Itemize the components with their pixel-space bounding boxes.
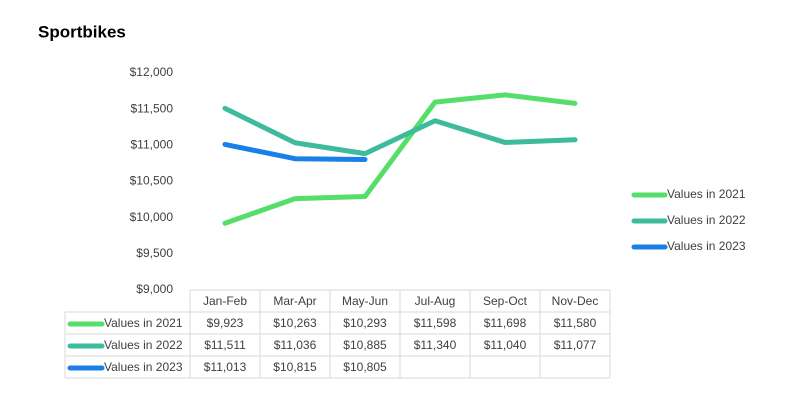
table-cell: $9,923 (207, 316, 244, 330)
table-cell: $11,580 (554, 316, 597, 330)
y-tick-label: $12,000 (130, 65, 174, 79)
y-tick-label: $10,500 (130, 174, 174, 188)
x-tick-label: Jan-Feb (203, 294, 247, 308)
table-cell: $11,077 (554, 338, 597, 352)
table-cell: $10,815 (273, 360, 317, 374)
series-line (222, 105, 578, 157)
series-line (222, 92, 578, 226)
y-tick-label: $9,000 (136, 282, 173, 296)
table-cell: $11,036 (274, 338, 317, 352)
table-cell: $11,013 (204, 360, 247, 374)
table-cell: $10,885 (343, 338, 387, 352)
table-cell: $11,511 (204, 338, 246, 352)
table-series-name: Values in 2021 (104, 316, 183, 330)
table-cell: $11,598 (414, 316, 457, 330)
table-cell: $11,040 (484, 338, 527, 352)
y-tick-label: $11,500 (131, 101, 174, 115)
legend-label: Values in 2022 (667, 213, 746, 227)
chart-title: Sportbikes (38, 22, 126, 41)
x-tick-label: Jul-Aug (415, 294, 456, 308)
table-series-name: Values in 2023 (104, 360, 183, 374)
x-tick-label: Sep-Oct (483, 294, 528, 308)
y-tick-label: $11,000 (131, 138, 174, 152)
table-cell: $11,698 (484, 316, 527, 330)
x-tick-label: Nov-Dec (552, 294, 599, 308)
table-cell: $11,340 (414, 338, 457, 352)
table-cell: $10,263 (273, 316, 317, 330)
x-tick-label: Mar-Apr (273, 294, 316, 308)
table-cell: $10,805 (343, 360, 387, 374)
legend-label: Values in 2021 (667, 187, 746, 201)
table-series-name: Values in 2022 (104, 338, 183, 352)
x-tick-label: May-Jun (342, 294, 388, 308)
series-line (222, 141, 368, 162)
y-tick-label: $9,500 (136, 246, 173, 260)
table-cell: $10,293 (343, 316, 387, 330)
legend-label: Values in 2023 (667, 239, 746, 253)
y-tick-label: $10,000 (130, 210, 174, 224)
